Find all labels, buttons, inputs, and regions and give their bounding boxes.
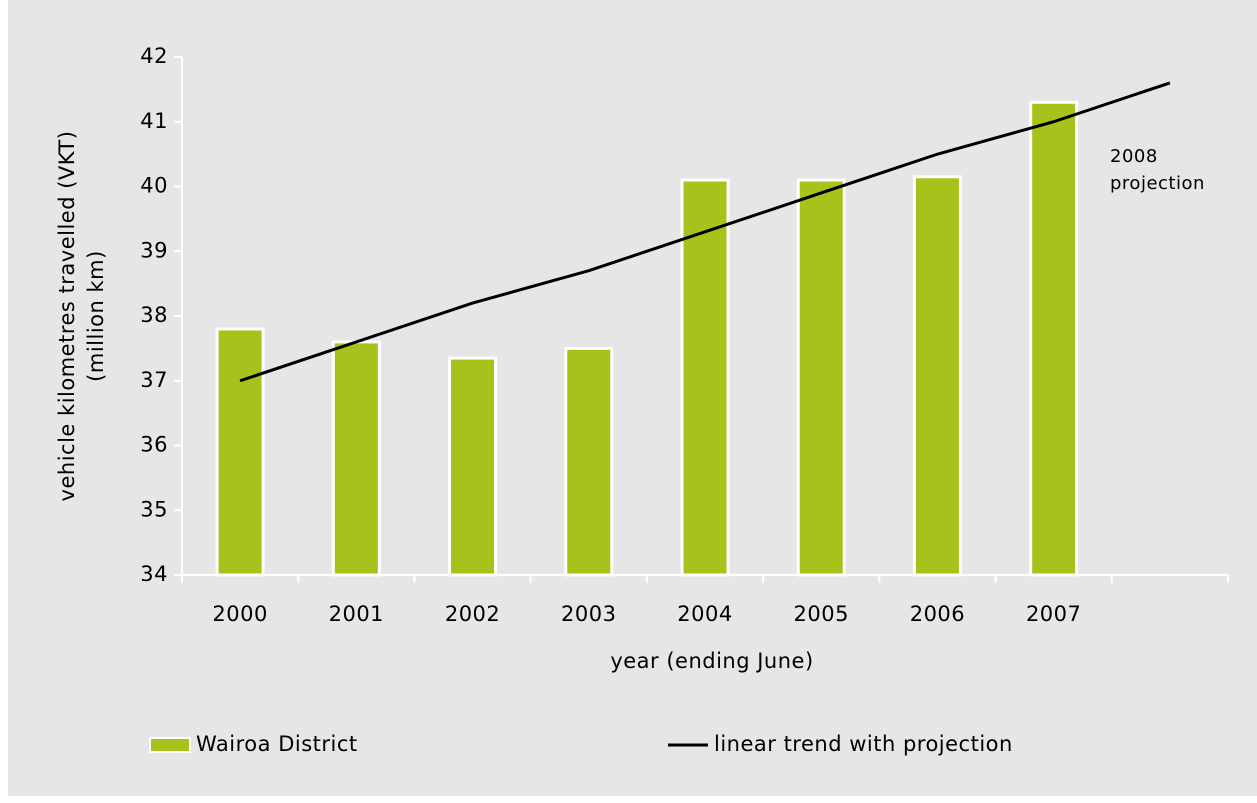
- y-tick-label: 34: [140, 562, 168, 586]
- x-tick-label: 2006: [910, 602, 965, 626]
- bar: [1029, 100, 1079, 577]
- x-tick-label: 2007: [1026, 602, 1081, 626]
- x-tick-label: 2000: [212, 602, 267, 626]
- y-tick-label: 40: [140, 174, 168, 198]
- x-tick-label: 2003: [561, 602, 616, 626]
- bar: [331, 340, 381, 577]
- legend-swatch: [149, 737, 191, 753]
- y-tick-label: 35: [140, 497, 168, 521]
- annotation: 2008: [1110, 146, 1158, 167]
- bar: [564, 346, 614, 577]
- y-tick-label: 37: [140, 368, 168, 392]
- legend-label: linear trend with projection: [714, 732, 1013, 756]
- bar: [448, 356, 498, 577]
- x-tick-label: 2001: [329, 602, 384, 626]
- legend-label: Wairoa District: [196, 732, 358, 756]
- y-tick-label: 38: [140, 303, 168, 327]
- x-tick-label: 2004: [677, 602, 732, 626]
- bar: [215, 327, 265, 577]
- annotation: projection: [1110, 173, 1205, 194]
- y-axis-label: vehicle kilometres travelled (VKT): [55, 131, 79, 502]
- trend-line: [239, 81, 1171, 383]
- x-tick-label: 2005: [793, 602, 848, 626]
- y-tick-label: 41: [140, 109, 168, 133]
- y-axis-label: (million km): [84, 250, 108, 382]
- y-tick-label: 42: [140, 44, 168, 68]
- y-tick-label: 39: [140, 238, 168, 262]
- x-tick-label: 2002: [445, 602, 500, 626]
- y-tick-label: 36: [140, 433, 168, 457]
- bar: [796, 178, 846, 577]
- bar: [912, 175, 962, 577]
- x-axis-label: year (ending June): [610, 649, 813, 673]
- bar: [680, 178, 730, 577]
